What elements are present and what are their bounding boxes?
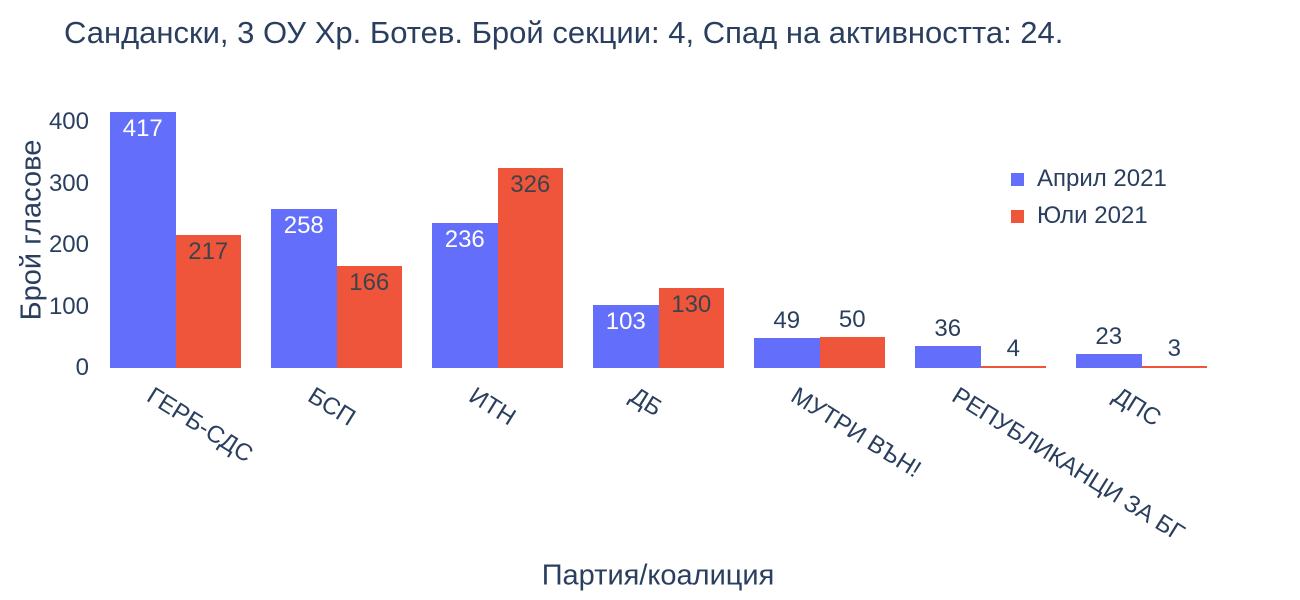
bar[interactable] [658,288,724,368]
bar-value-label: 258 [283,212,324,240]
x-tick-label: ИТН [463,382,520,432]
bar-value-label: 23 [1095,322,1123,350]
bar-value-label: 130 [671,291,712,319]
bar[interactable] [1141,366,1207,368]
y-tick-label: 200 [48,231,89,258]
x-axis-title: Партия/коалиция [541,559,775,592]
y-tick-label: 400 [48,108,89,135]
bar-value-label: 166 [349,268,390,296]
legend-item[interactable]: Юли 2021 [1011,203,1148,229]
legend-item[interactable]: Април 2021 [1011,166,1167,192]
bar-value-label: 36 [934,314,962,342]
legend-swatch-icon [1011,172,1024,186]
bar[interactable] [336,265,402,368]
x-tick-label: ДБ [624,382,667,423]
bar-value-label: 236 [444,225,485,253]
bar-value-label: 3 [1167,335,1181,363]
bar[interactable] [754,337,820,368]
bar[interactable] [980,365,1046,368]
bar[interactable] [271,209,337,368]
bar-value-label: 326 [510,170,551,198]
bar-value-label: 50 [838,306,866,334]
legend-swatch-icon [1011,209,1024,223]
x-tick-label: БСП [302,382,360,432]
bar-value-label: 4 [1006,334,1020,362]
y-tick-label: 0 [75,354,89,381]
y-tick-label: 100 [48,292,89,320]
bar[interactable] [110,111,176,368]
x-tick-label: ГЕРБ-СДС [141,382,258,469]
bar[interactable] [1076,353,1142,368]
y-tick-label: 300 [48,169,89,197]
bar[interactable] [175,234,241,368]
bar[interactable] [819,337,885,368]
bar-value-label: 103 [605,307,646,335]
bar-value-label: 217 [188,237,229,265]
legend-item-label: Юли 2021 [1037,202,1148,229]
x-tick-label: МУТРИ ВЪН! [785,382,926,484]
legend-item-label: Април 2021 [1037,165,1167,192]
bar-value-label: 417 [122,114,163,142]
bar[interactable] [593,304,659,368]
bar[interactable] [497,167,563,368]
chart-title: Сандански, 3 ОУ Хр. Ботев. Брой секции: … [64,15,1064,50]
bar-value-label: 49 [773,306,801,334]
bar[interactable] [432,222,498,368]
x-tick-label: ДПС [1107,382,1166,432]
bar[interactable] [915,345,981,368]
